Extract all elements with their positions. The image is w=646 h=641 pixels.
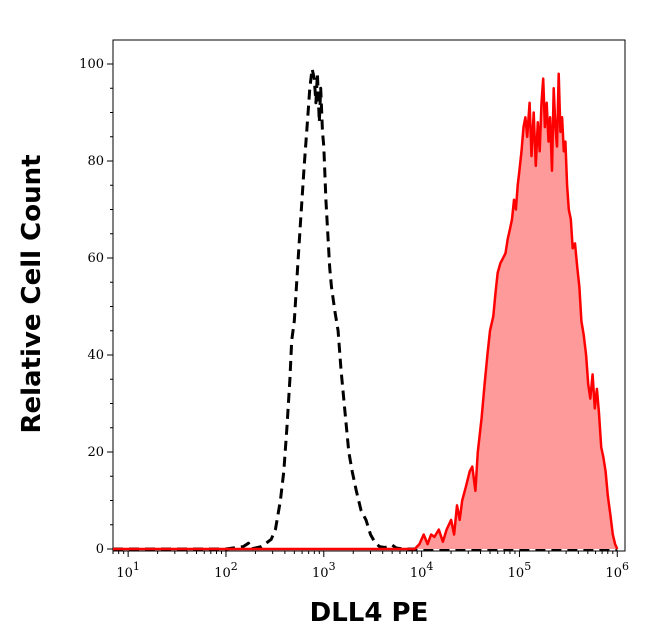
x-tick-label: 102 xyxy=(214,560,238,581)
y-tick-label: 0 xyxy=(96,542,104,557)
y-tick-label: 60 xyxy=(87,251,104,266)
y-axis-title: Relative Cell Count xyxy=(17,154,47,433)
x-tick-label: 106 xyxy=(605,560,629,581)
series-0-line xyxy=(113,67,618,551)
y-axis: 0 20 40 60 80 100 xyxy=(79,57,113,557)
y-tick-label: 80 xyxy=(87,154,104,169)
plot-frame xyxy=(112,39,626,552)
x-tick-label: 103 xyxy=(312,560,336,581)
x-tick-label: 104 xyxy=(410,560,434,581)
x-tick-label: 105 xyxy=(508,560,532,581)
x-axis: 101 102 103 104 105 106 xyxy=(112,551,629,581)
x-axis-title: DLL4 PE xyxy=(310,598,429,628)
y-tick-label: 40 xyxy=(87,348,104,363)
y-tick-label: 100 xyxy=(79,57,104,72)
series-1-line xyxy=(113,72,619,551)
x-tick-label: 101 xyxy=(116,560,140,581)
series-1-fill xyxy=(113,73,618,549)
series-layer xyxy=(113,67,619,551)
y-tick-label: 20 xyxy=(87,445,104,460)
